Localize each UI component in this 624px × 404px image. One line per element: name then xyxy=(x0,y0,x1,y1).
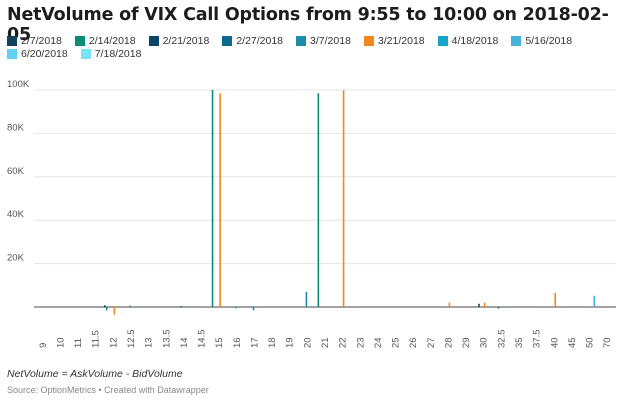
x-tick-label: 12 xyxy=(108,337,119,348)
legend-label: 2/14/2018 xyxy=(88,35,136,47)
x-tick-label: 40 xyxy=(549,337,560,348)
bar xyxy=(104,305,106,307)
legend-item: 2/27/2018 xyxy=(222,35,283,47)
bar xyxy=(554,292,557,307)
legend-swatch xyxy=(7,49,17,59)
x-tick-label: 9 xyxy=(38,343,49,348)
chart-legend: 2/7/2018 2/14/2018 2/21/2018 2/27/2018 3/7/2… xyxy=(7,35,617,60)
x-tick-label: 45 xyxy=(567,337,578,348)
bar xyxy=(180,305,182,307)
x-tick-label: 24 xyxy=(373,337,384,348)
y-tick-label: 40K xyxy=(7,209,25,220)
bar xyxy=(483,302,486,307)
legend-item: 7/18/2018 xyxy=(80,48,142,60)
legend-item: 3/21/2018 xyxy=(363,35,425,47)
legend-item: 2/14/2018 xyxy=(74,35,136,47)
y-tick-label: 80K xyxy=(7,122,25,133)
legend-label: 5/16/2018 xyxy=(525,35,573,47)
x-tick-label: 29 xyxy=(461,337,472,348)
legend-item: 2/21/2018 xyxy=(148,35,210,47)
chart-title: NetVolume of VIX Call Options from 9:55 … xyxy=(7,5,609,45)
legend-label: 6/20/2018 xyxy=(21,48,68,60)
x-tick-label: 27 xyxy=(426,337,437,348)
bar xyxy=(129,305,131,307)
bar xyxy=(342,90,345,308)
legend-swatch xyxy=(7,36,17,46)
bar xyxy=(317,93,320,307)
legend-label: 3/7/2018 xyxy=(310,35,351,47)
x-tick-label: 22 xyxy=(338,337,349,348)
bar xyxy=(235,307,237,309)
x-tick-label: 28 xyxy=(443,337,454,348)
x-tick-label: 21 xyxy=(320,337,331,348)
legend-label: 2/7/2018 xyxy=(21,35,62,47)
legend-swatch xyxy=(511,36,522,46)
legend-label: 2/27/2018 xyxy=(236,35,284,47)
legend-swatch xyxy=(296,36,307,46)
legend-label: 3/21/2018 xyxy=(377,35,425,47)
x-tick-label: 10 xyxy=(55,337,66,348)
x-tick-label: 25 xyxy=(391,337,402,348)
x-tick-label: 15 xyxy=(214,337,225,348)
legend-swatch xyxy=(80,49,91,59)
legend-swatch xyxy=(363,36,374,46)
legend-swatch xyxy=(74,36,85,46)
x-tick-label: 13 xyxy=(144,337,155,348)
bar xyxy=(305,291,308,307)
x-tick-label: 14.5 xyxy=(197,330,208,349)
bar xyxy=(105,307,108,311)
x-tick-label: 14 xyxy=(179,337,190,348)
legend-item: 5/16/2018 xyxy=(511,35,572,47)
x-tick-label: 17 xyxy=(249,337,260,348)
y-tick-label: 20K xyxy=(7,253,25,264)
legend-item: 6/20/2018 xyxy=(7,48,68,60)
x-tick-label: 13.5 xyxy=(161,330,172,349)
x-tick-label: 16 xyxy=(232,337,243,348)
x-tick-label: 70 xyxy=(602,337,613,348)
x-tick-label: 20 xyxy=(302,337,313,348)
x-tick-label: 19 xyxy=(285,337,296,348)
legend-swatch xyxy=(437,36,448,46)
x-tick-label: 37.5 xyxy=(532,330,543,349)
bar xyxy=(113,307,116,315)
x-tick-label: 30 xyxy=(479,337,490,348)
bar xyxy=(219,93,221,307)
x-tick-label: 11.5 xyxy=(91,330,102,348)
y-tick-label: 60K xyxy=(7,166,25,177)
chart-source: Source: OptionMetrics • Created with Dat… xyxy=(7,385,209,395)
x-tick-label: 32.5 xyxy=(496,330,507,349)
legend-label: 4/18/2018 xyxy=(451,35,499,47)
x-tick-label: 23 xyxy=(355,337,366,348)
bar xyxy=(497,307,500,309)
x-tick-label: 35 xyxy=(514,337,525,348)
chart-note: NetVolume = AskVolume - BidVolume xyxy=(7,368,183,380)
bar xyxy=(252,307,255,311)
bar xyxy=(478,303,480,307)
x-tick-label: 18 xyxy=(267,337,278,348)
x-tick-label: 12.5 xyxy=(126,330,137,349)
bar xyxy=(211,90,214,307)
legend-item: 2/7/2018 xyxy=(7,35,62,47)
legend-swatch xyxy=(148,36,159,46)
legend-swatch xyxy=(222,36,233,46)
bar xyxy=(448,302,451,307)
legend-label: 2/21/2018 xyxy=(162,35,210,47)
x-tick-label: 26 xyxy=(408,337,419,348)
x-tick-label: 11 xyxy=(73,338,84,348)
bar xyxy=(593,295,596,307)
legend-label: 7/18/2018 xyxy=(94,48,142,60)
y-tick-label: 100K xyxy=(7,79,30,90)
legend-item: 3/7/2018 xyxy=(296,35,351,47)
x-tick-label: 50 xyxy=(585,337,596,348)
legend-item: 4/18/2018 xyxy=(437,35,499,47)
